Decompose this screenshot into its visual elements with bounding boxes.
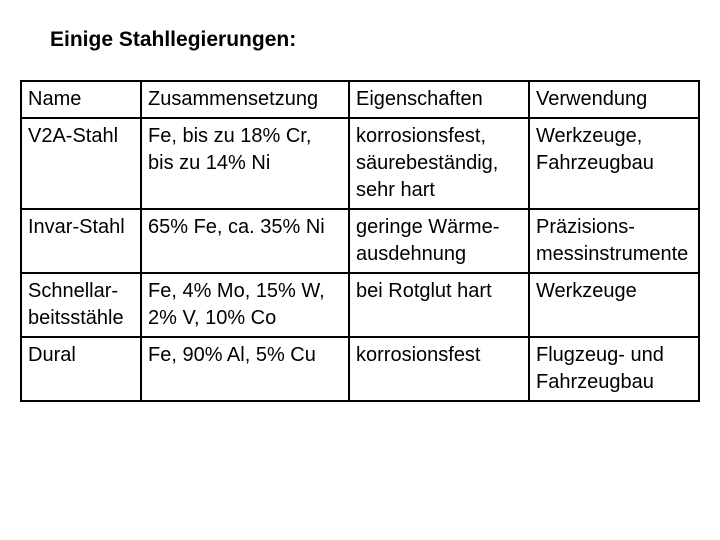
cell-composition: Fe, 90% Al, 5% Cu <box>141 337 349 401</box>
table-row: Dural Fe, 90% Al, 5% Cu korrosionsfest F… <box>21 337 699 401</box>
cell-properties: geringe Wärme­ausdehnung <box>349 209 529 273</box>
cell-properties: korrosionsfest <box>349 337 529 401</box>
cell-composition: 65% Fe, ca. 35% Ni <box>141 209 349 273</box>
page-title: Einige Stahllegierungen: <box>50 28 700 52</box>
cell-name: Dural <box>21 337 141 401</box>
cell-name: Schnellar­beitsstähle <box>21 273 141 337</box>
col-header-use: Verwendung <box>529 81 699 118</box>
cell-name: V2A-Stahl <box>21 118 141 209</box>
cell-use: Flugzeug- und Fahrzeugbau <box>529 337 699 401</box>
col-header-name: Name <box>21 81 141 118</box>
cell-composition: Fe, 4% Mo, 15% W, 2% V, 10% Co <box>141 273 349 337</box>
page-root: Einige Stahllegierungen: Name Zusammense… <box>0 0 720 422</box>
cell-properties: korrosionsfest, säurebeständig, sehr har… <box>349 118 529 209</box>
table-row: V2A-Stahl Fe, bis zu 18% Cr, bis zu 14% … <box>21 118 699 209</box>
cell-use: Präzisions­messinstru­mente <box>529 209 699 273</box>
alloys-table: Name Zusammensetzung Eigenschaften Verwe… <box>20 80 700 402</box>
cell-composition: Fe, bis zu 18% Cr, bis zu 14% Ni <box>141 118 349 209</box>
cell-use: Werkzeuge, Fahrzeugbau <box>529 118 699 209</box>
cell-properties: bei Rotglut hart <box>349 273 529 337</box>
col-header-properties: Eigenschaften <box>349 81 529 118</box>
table-row: Schnellar­beitsstähle Fe, 4% Mo, 15% W, … <box>21 273 699 337</box>
table-header-row: Name Zusammensetzung Eigenschaften Verwe… <box>21 81 699 118</box>
cell-use: Werkzeuge <box>529 273 699 337</box>
col-header-composition: Zusammensetzung <box>141 81 349 118</box>
cell-name: Invar-Stahl <box>21 209 141 273</box>
table-row: Invar-Stahl 65% Fe, ca. 35% Ni geringe W… <box>21 209 699 273</box>
